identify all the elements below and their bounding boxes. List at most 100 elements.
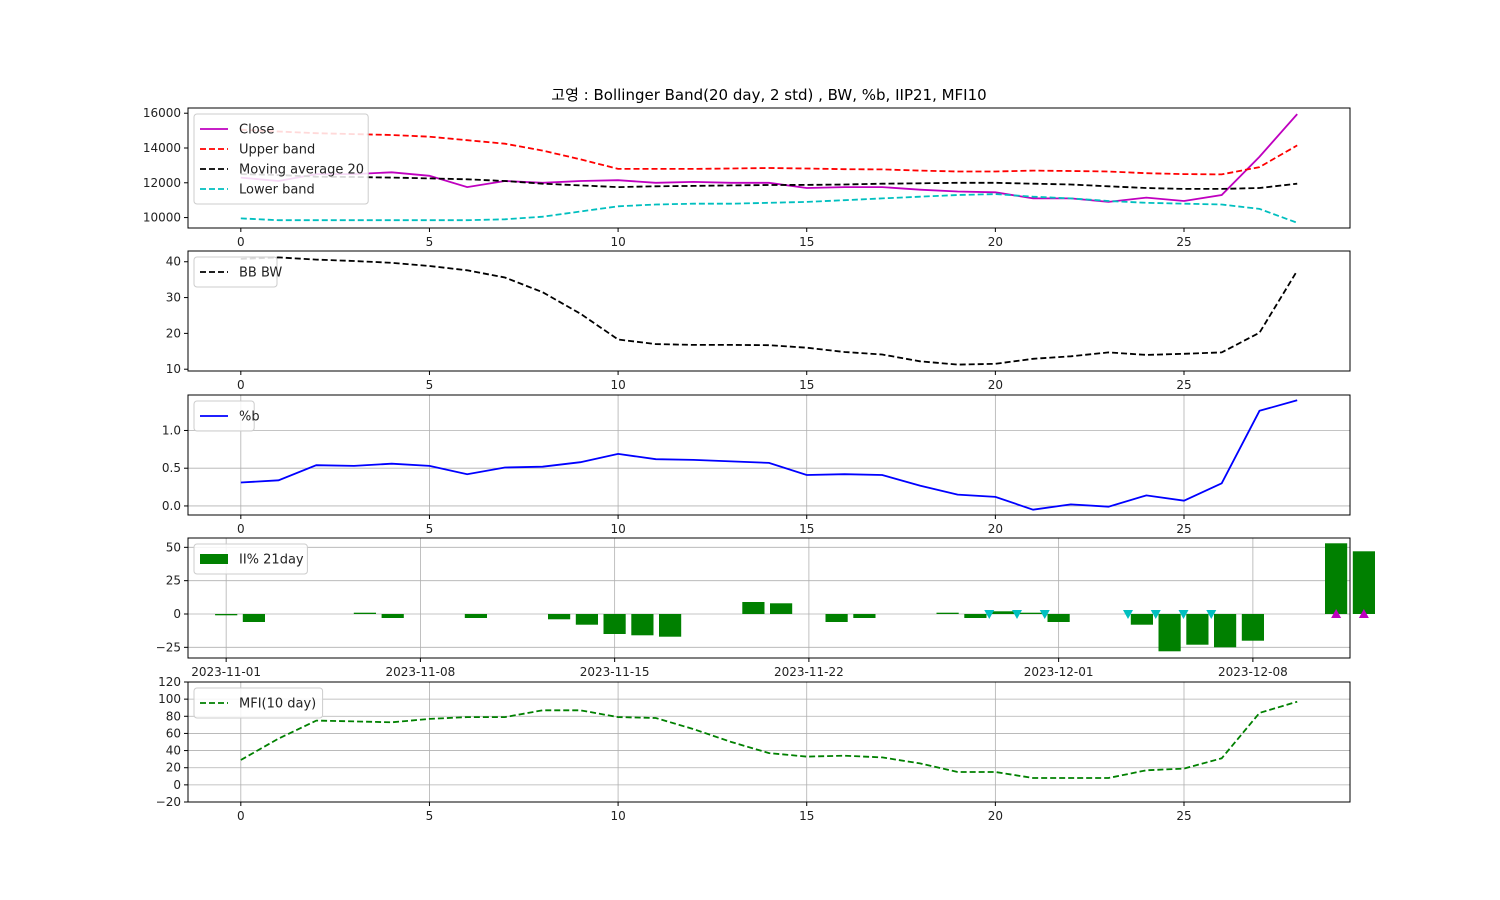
bar <box>825 614 848 622</box>
x-tick-label: 15 <box>799 809 814 823</box>
buy-marker <box>1331 609 1342 618</box>
series-line-lower-band <box>240 193 1298 224</box>
bar <box>631 614 654 636</box>
x-tick-label: 15 <box>799 522 814 536</box>
bar <box>936 612 959 614</box>
y-tick-label: 120 <box>158 675 181 689</box>
y-tick-label: 0.5 <box>162 461 181 475</box>
bar <box>603 614 626 634</box>
x-tick-label: 20 <box>988 522 1003 536</box>
panel-4: 2023-11-01 2023-11-08 2023-11-15 2023-11-22… <box>156 537 1375 679</box>
y-tick-label: 40 <box>166 255 181 269</box>
x-tick-label: 2023-12-08 <box>1218 665 1288 679</box>
x-tick-label: 25 <box>1176 522 1191 536</box>
y-tick-label: 12000 <box>143 176 181 190</box>
y-tick-label: 10000 <box>143 211 181 225</box>
x-tick-label: 20 <box>988 809 1003 823</box>
x-tick-label: 5 <box>426 809 434 823</box>
legend: MFI(10 day) <box>193 687 324 719</box>
x-tick-label: 15 <box>799 378 814 392</box>
axes-frame <box>187 250 1351 372</box>
y-tick-label: 80 <box>166 709 181 723</box>
legend-box <box>193 113 369 205</box>
x-tick-label: 15 <box>799 235 814 249</box>
legend-box <box>193 687 324 719</box>
bar <box>1019 612 1042 614</box>
bar <box>1130 614 1153 625</box>
x-tick-label: 10 <box>610 235 625 249</box>
legend-label: %b <box>239 410 260 425</box>
x-tick-label: 10 <box>610 809 625 823</box>
bar <box>575 614 598 625</box>
legend-label: II% 21day <box>239 553 304 568</box>
buy-marker <box>1358 609 1369 618</box>
y-tick-label: −25 <box>156 640 181 654</box>
bar <box>1325 543 1348 614</box>
x-tick-label: 2023-11-22 <box>774 665 844 679</box>
legend-box <box>193 543 308 575</box>
bar <box>853 614 876 618</box>
series-line-upper-band <box>240 128 1298 176</box>
y-tick-label: 14000 <box>143 141 181 155</box>
x-tick-label: 25 <box>1176 809 1191 823</box>
y-tick-label: −20 <box>156 795 181 809</box>
x-tick-label: 0 <box>237 378 245 392</box>
y-tick-label: 25 <box>166 574 181 588</box>
legend-label: Moving average 20 <box>239 163 364 178</box>
x-tick-label: 5 <box>426 378 434 392</box>
legend: %b <box>193 400 260 432</box>
bar <box>548 614 571 620</box>
legend-label: Upper band <box>239 143 315 158</box>
bar <box>1352 551 1375 614</box>
panel-3: 0 5 10 15 20 25 0.0 0.5 1.0 %b <box>162 394 1351 536</box>
axes-frame <box>187 681 1351 803</box>
panel-2: 0 5 10 15 20 25 10 20 30 40 BB BW <box>166 250 1351 392</box>
sell-marker <box>1123 610 1134 619</box>
legend-label: MFI(10 day) <box>239 697 316 712</box>
y-tick-label: 0.0 <box>162 499 181 513</box>
y-tick-label: 40 <box>166 744 181 758</box>
x-tick-label: 25 <box>1176 378 1191 392</box>
legend: Close Upper band Moving average 20 Lower ba… <box>193 113 369 205</box>
legend-box <box>193 256 278 288</box>
bar <box>353 612 376 614</box>
y-tick-label: 0 <box>173 607 181 621</box>
bar <box>381 614 404 618</box>
sell-marker <box>1039 610 1050 619</box>
y-tick-label: 30 <box>166 291 181 305</box>
series-line-mfi-10-day- <box>240 700 1298 779</box>
axes-frame <box>187 107 1351 229</box>
bar <box>215 614 238 616</box>
y-tick-label: 16000 <box>143 106 181 120</box>
bar <box>1047 614 1070 622</box>
x-tick-label: 5 <box>426 522 434 536</box>
sell-marker <box>984 610 995 619</box>
bar <box>770 603 793 614</box>
y-tick-label: 1.0 <box>162 423 181 437</box>
bar <box>1186 614 1209 645</box>
legend: II% 21day <box>193 543 308 575</box>
series-line-moving-average-20 <box>240 173 1298 190</box>
x-tick-label: 20 <box>988 378 1003 392</box>
legend-swatch <box>200 554 228 564</box>
series-line--b <box>240 399 1298 511</box>
y-tick-label: 60 <box>166 726 181 740</box>
panel-1: 0 5 10 15 20 25 10000 12000 14000 16000 고영 : Bolli… <box>143 86 1351 249</box>
y-tick-label: 50 <box>166 540 181 554</box>
x-tick-label: 0 <box>237 809 245 823</box>
bar <box>464 614 487 618</box>
legend-label: Close <box>239 123 274 138</box>
x-tick-label: 25 <box>1176 235 1191 249</box>
sell-marker <box>1178 610 1189 619</box>
sell-marker <box>1206 610 1217 619</box>
x-tick-label: 0 <box>237 522 245 536</box>
bar <box>1214 614 1237 648</box>
sell-marker <box>1150 610 1161 619</box>
legend-label: Lower band <box>239 183 315 198</box>
series-line-close <box>240 113 1298 203</box>
x-tick-label: 20 <box>988 235 1003 249</box>
axes-frame <box>187 394 1351 516</box>
x-tick-label: 2023-11-15 <box>580 665 650 679</box>
legend: BB BW <box>193 256 282 288</box>
